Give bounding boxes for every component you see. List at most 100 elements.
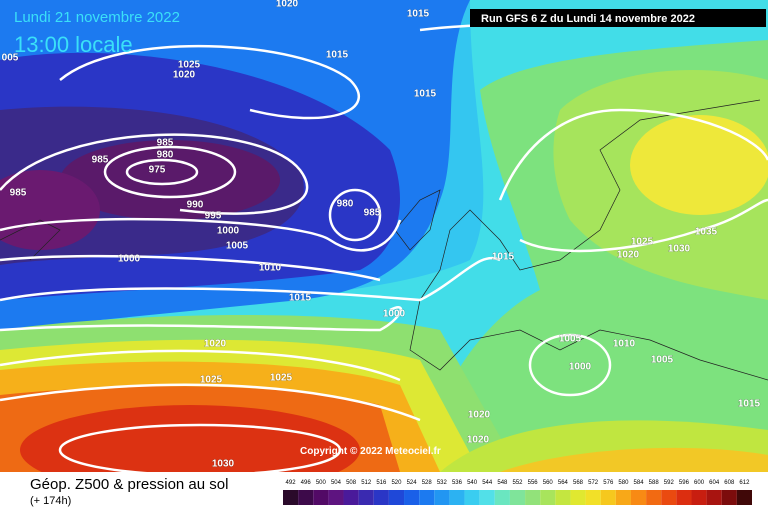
scale-label: 536 [452,480,463,486]
scale-swatch [585,490,601,505]
isobar-label: 1005 [559,334,582,345]
scale-label: 524 [407,480,418,486]
isobar-label: 990 [187,200,204,211]
scale-label: 540 [467,480,478,486]
isobar-label: 1020 [467,435,490,446]
scale-label: 504 [331,480,342,486]
isobar-label: 1020 [173,70,196,81]
isobar-label: 985 [157,138,174,149]
scale-swatch [343,490,359,505]
isobar-label: 980 [157,150,174,161]
isobar-label: 1000 [383,309,406,320]
scale-label: 596 [679,480,690,486]
scale-swatch [298,490,314,505]
isobar-label: 985 [364,208,381,219]
scale-swatch [661,490,677,505]
scale-label: 492 [286,480,297,486]
isobar-label: 1010 [613,339,636,350]
scale-label: 552 [512,480,523,486]
isobar-label: 1020 [468,410,491,421]
scale-swatch [434,490,450,505]
scale-label: 548 [497,480,508,486]
scale-swatch [736,490,752,505]
isobar-label: 005 [2,53,19,64]
scale-swatch [630,490,647,505]
scale-swatch [419,490,435,505]
footer-title: Géop. Z500 & pression au sol [30,476,228,493]
scale-label: 608 [724,480,735,486]
isobar-label: 985 [10,188,27,199]
run-info: Run GFS 6 Z du Lundi 14 novembre 2022 [481,13,695,25]
scale-swatch [464,490,480,505]
isobar-label: 1025 [270,373,293,384]
isobar-label: 1030 [668,244,691,255]
scale-label: 588 [649,480,660,486]
scale-label: 512 [361,480,372,486]
scale-swatch [570,490,586,505]
color-scale: 492 496 500 504 508 512 516 520 524 528 532 536 540 5… [283,480,752,505]
isobar-label: 985 [92,155,109,166]
scale-label: 580 [618,480,629,486]
scale-label: 508 [346,480,357,486]
scale-swatch [373,490,389,505]
scale-label: 600 [694,480,705,486]
field [0,0,768,495]
valid-date: Lundi 21 novembre 2022 [14,9,180,26]
scale-swatch [494,490,510,505]
scale-swatch [404,490,420,505]
scale-label: 500 [316,480,327,486]
run-box [470,9,766,27]
isobar-label: 1015 [326,50,349,61]
scale-swatch [525,490,541,505]
scale-swatch [691,490,707,505]
isobar-label: 1015 [492,252,515,263]
isobar-label: 1015 [407,9,430,20]
scale-swatch [721,490,737,505]
isobar-labels: 1020 1015 005 1015 1025 1020 1015 985 98… [1,0,761,470]
isobar-label: 1020 [617,250,640,261]
isobar-label: 1025 [200,375,223,386]
scale-swatch [555,490,571,505]
isobar-label: 1010 [259,263,282,274]
coastlines [0,99,768,381]
scale-swatch [283,490,299,505]
isobar-label: 1015 [738,399,761,410]
isobar-label: 1030 [212,459,235,470]
scale-label: 572 [588,480,599,486]
lead-time: (+ 174h) [30,495,71,507]
scale-swatch [358,490,374,505]
scale-label: 532 [437,480,448,486]
scale-swatch [676,490,692,505]
scale-label: 564 [558,480,569,486]
scale-label: 516 [376,480,387,486]
scale-label: 544 [482,480,493,486]
isobar-label: 1015 [289,293,312,304]
scale-label: 556 [528,480,539,486]
isobar-label: 1000 [217,226,240,237]
isobar-label: 1020 [204,339,227,350]
isobar-label: 980 [337,199,354,210]
copyright: Copyright © 2022 Meteociel.fr [300,446,441,457]
scale-label: 568 [573,480,584,486]
scale-label: 560 [543,480,554,486]
scale-label: 496 [301,480,312,486]
scale-swatch [313,490,329,505]
scale-swatch [509,490,526,505]
scale-label: 592 [664,480,675,486]
scale-label: 576 [603,480,614,486]
scale-swatch [646,490,662,505]
isobar-label: 1025 [178,60,201,71]
scale-label: 604 [709,480,720,486]
scale-label: 520 [391,480,402,486]
scale-swatch [328,490,344,505]
isobar-label: 1000 [569,362,592,373]
scale-swatch [615,490,631,505]
scale-swatch [600,490,616,505]
local-time: 13:00 locale [14,32,133,57]
isobar-label: 1025 [631,237,654,248]
scale-label: 584 [634,480,645,486]
scale-label: 612 [739,480,750,486]
isobar-label: 1035 [695,227,718,238]
